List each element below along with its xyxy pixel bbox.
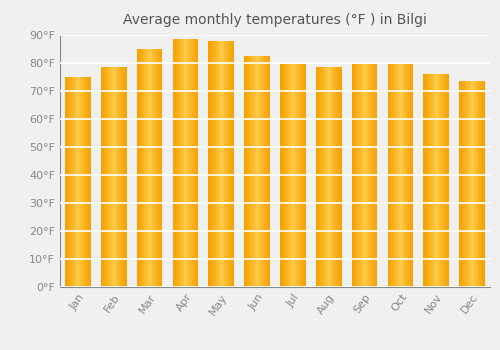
Title: Average monthly temperatures (°F ) in Bilgi: Average monthly temperatures (°F ) in Bi…: [123, 13, 427, 27]
